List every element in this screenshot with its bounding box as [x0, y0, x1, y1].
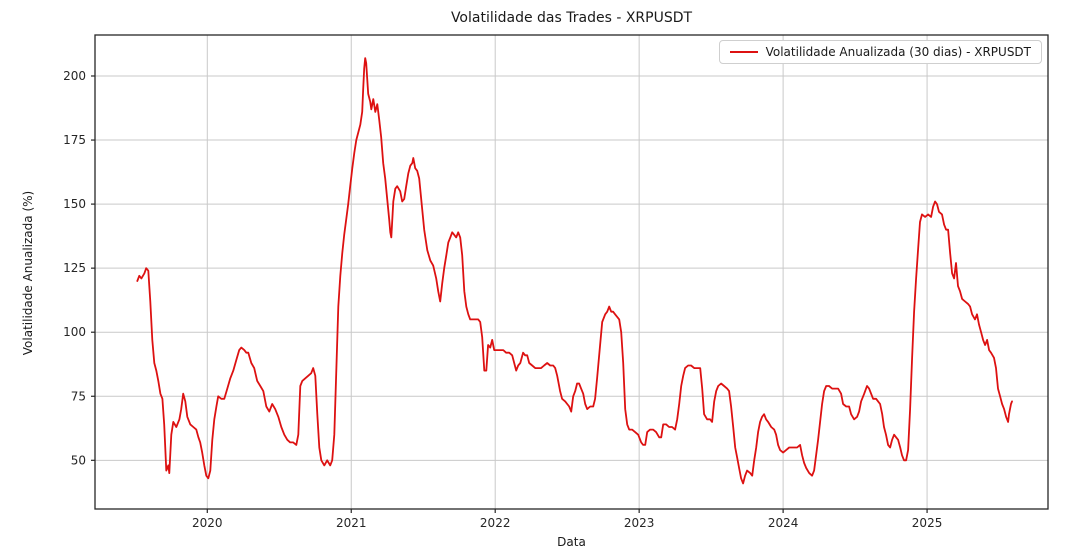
y-tick-label: 150 — [63, 197, 86, 211]
y-tick-label: 175 — [63, 133, 86, 147]
x-tick-label: 2024 — [768, 516, 799, 530]
legend: Volatilidade Anualizada (30 dias) - XRPU… — [718, 40, 1042, 64]
legend-label: Volatilidade Anualizada (30 dias) - XRPU… — [765, 45, 1031, 59]
x-tick-label: 2022 — [480, 516, 511, 530]
y-tick-label: 100 — [63, 325, 86, 339]
volatility-line-series — [136, 57, 1013, 485]
x-axis-label: Data — [557, 535, 586, 549]
y-tick-label: 50 — [71, 453, 86, 467]
axes-frame — [94, 34, 1049, 510]
x-tick-label: 2023 — [624, 516, 655, 530]
x-tick-label: 2020 — [192, 516, 223, 530]
legend-line-swatch — [729, 51, 758, 53]
y-tick-label: 75 — [71, 389, 86, 403]
x-tick-label: 2025 — [912, 516, 943, 530]
y-tick-label: 200 — [63, 69, 86, 83]
chart-title: Volatilidade das Trades - XRPUSDT — [450, 10, 693, 26]
x-tick-label: 2021 — [336, 516, 367, 530]
y-tick-label: 125 — [63, 261, 86, 275]
